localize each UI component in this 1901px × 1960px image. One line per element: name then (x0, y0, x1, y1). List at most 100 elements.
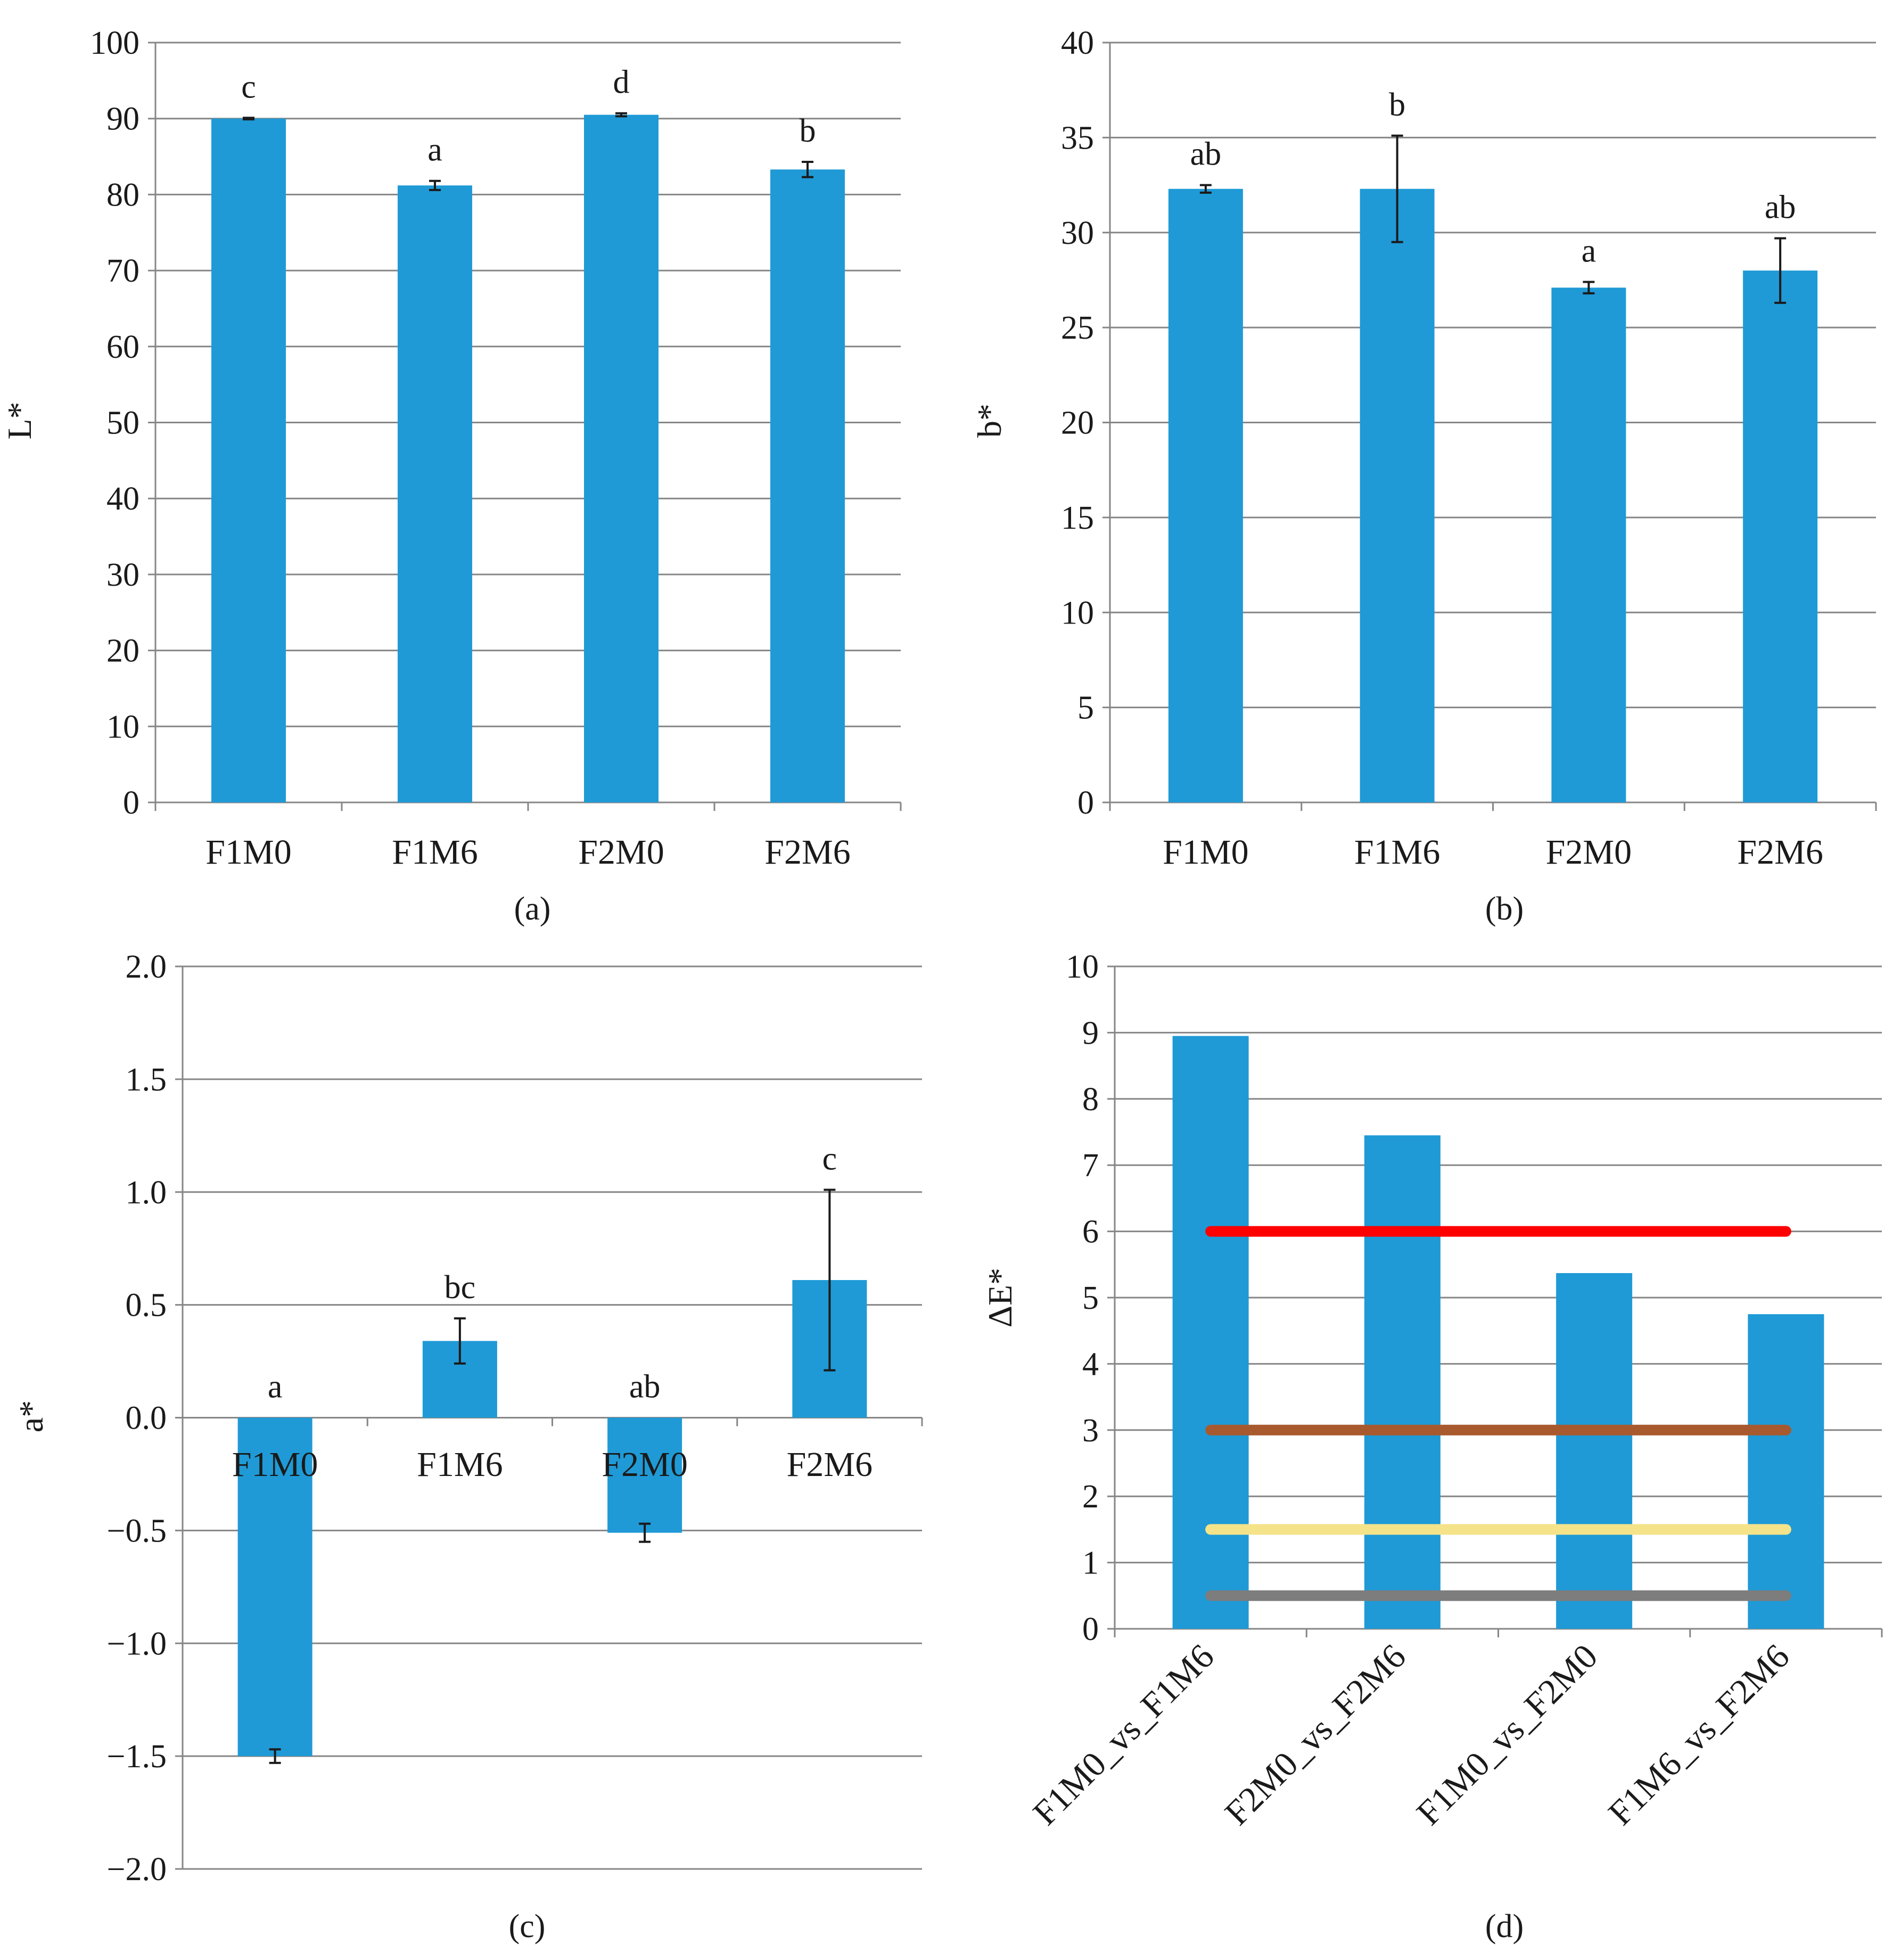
panel-a-ytick-label: 80 (106, 177, 139, 213)
panel-d-bar (1364, 1135, 1441, 1629)
panel-c-ytick-label: −1.0 (107, 1626, 167, 1662)
panel-a-error-bar (802, 161, 813, 178)
panel-b-ytick-label: 35 (1061, 120, 1094, 156)
panel-d-y-axis-title: ΔE* (981, 1268, 1019, 1327)
panel-d-bar (1172, 1036, 1249, 1629)
panel-d-category-label: F1M0_vs_F2M0 (1409, 1637, 1605, 1833)
panel-b-bar (1743, 270, 1818, 803)
panel-c-error-bar (639, 1522, 651, 1543)
panel-c-ytick-label: 2.0 (126, 949, 167, 985)
panel-d-label: (d) (1485, 1908, 1524, 1945)
panel-a-significance-letter: d (613, 64, 630, 101)
panel-a-label: (a) (514, 891, 551, 927)
panel-b-bar (1551, 288, 1626, 802)
panel-a-significance-letter: c (241, 69, 256, 105)
panel-b-significance-letter: a (1582, 233, 1596, 269)
panel-a-bar (584, 114, 659, 803)
panel-b-bar (1360, 188, 1435, 802)
panel-b-error-bar (1583, 281, 1595, 294)
panel-b-error-bar (1391, 134, 1403, 243)
panel-c-ytick-label: 1.5 (126, 1062, 167, 1098)
panel-c-significance-letter: a (268, 1369, 283, 1405)
panel-a-bar (211, 118, 286, 803)
panel-a-ytick-label: 10 (106, 709, 139, 745)
panel-c-ytick-label: −2.0 (107, 1851, 167, 1888)
panel-c-ytick-label: 1.0 (126, 1175, 167, 1211)
panel-a-category-label: F2M6 (764, 833, 850, 872)
panel-a-ytick-label: 40 (106, 481, 139, 517)
panel-a-ytick-label: 100 (90, 25, 139, 61)
panel-c-significance-letter: ab (629, 1369, 661, 1405)
panel-a-bar (770, 169, 845, 803)
panel-b-bar (1168, 188, 1243, 802)
panel-b-ytick-label: 10 (1061, 595, 1094, 631)
panel-c-label: (c) (509, 1908, 546, 1945)
panel-b-label: (b) (1485, 891, 1524, 927)
panel-a-ytick-label: 90 (106, 101, 139, 137)
panel-a-category-label: F1M0 (205, 833, 291, 872)
panel-d-category-label: F1M6_vs_F2M6 (1601, 1637, 1797, 1833)
panel-d-ytick-label: 0 (1082, 1611, 1099, 1647)
panel-b-category-label: F1M6 (1354, 833, 1440, 872)
panel-c-error-bar (269, 1748, 281, 1764)
panel-a-ytick-label: 60 (106, 329, 139, 365)
panel-d-ytick-label: 8 (1082, 1081, 1099, 1118)
panel-a-ytick-label: 50 (106, 405, 139, 441)
panel-b-error-bar (1774, 237, 1787, 304)
panel-a-category-label: F2M0 (578, 833, 664, 872)
panel-c-ytick-label: 0.5 (126, 1287, 167, 1324)
panel-b-significance-letter: ab (1190, 136, 1222, 173)
panel-c-bar (607, 1417, 682, 1533)
panel-c-ytick-label: 0.0 (126, 1400, 167, 1437)
panel-a-error-bar (615, 112, 627, 118)
panel-b-ytick-label: 25 (1061, 310, 1094, 346)
panel-d-ytick-label: 10 (1066, 949, 1099, 985)
panel-d-ytick-label: 1 (1082, 1545, 1099, 1581)
panel-c-error-bar (454, 1317, 466, 1365)
panel-b-significance-letter: b (1389, 87, 1405, 123)
panel-d-ytick-label: 3 (1082, 1413, 1099, 1449)
panel-a-significance-letter: b (800, 113, 816, 149)
panel-a-error-bar (243, 117, 254, 121)
panel-b-category-label: F1M0 (1163, 833, 1248, 872)
panel-c-category-label: F1M6 (417, 1445, 503, 1484)
panel-c-ytick-label: −1.5 (107, 1738, 167, 1775)
panel-b-ytick-label: 20 (1061, 405, 1094, 441)
panel-b-ytick-label: 30 (1061, 215, 1094, 251)
panel-c-error-bar (824, 1188, 836, 1372)
panel-b-ytick-label: 40 (1061, 25, 1094, 61)
panel-a-significance-letter: a (427, 132, 442, 168)
panel-a-ytick-label: 0 (123, 785, 139, 821)
panel-a-category-label: F1M6 (392, 833, 478, 872)
panel-a-y-axis-title: L* (1, 401, 38, 439)
panel-d-ytick-label: 4 (1082, 1346, 1099, 1382)
panel-b-ytick-label: 0 (1077, 785, 1094, 821)
panel-d-bar (1556, 1273, 1633, 1629)
panel-c-y-axis-title: a* (12, 1400, 50, 1432)
panel-b-ytick-label: 15 (1061, 500, 1094, 536)
panel-b-error-bar (1199, 184, 1212, 194)
panel-d-ytick-label: 7 (1082, 1147, 1099, 1184)
panel-b-y-axis-title: b* (970, 404, 1008, 438)
panel-d-ytick-label: 5 (1082, 1280, 1099, 1316)
panel-c-significance-letter: bc (445, 1269, 476, 1306)
panel-b-category-label: F2M6 (1737, 833, 1823, 872)
panel-c-category-label: F2M0 (602, 1445, 687, 1484)
panel-c-ytick-label: −0.5 (107, 1513, 167, 1549)
panel-d-category-label: F2M0_vs_F2M6 (1217, 1637, 1413, 1833)
panel-d-category-label: F1M0_vs_F1M6 (1026, 1637, 1222, 1833)
panel-d-ytick-label: 9 (1082, 1015, 1099, 1051)
panel-c-bar (237, 1417, 312, 1757)
panel-c-category-label: F1M0 (232, 1445, 318, 1484)
panel-b-category-label: F2M0 (1546, 833, 1632, 872)
panel-c-significance-letter: c (822, 1141, 837, 1177)
panel-d-bar (1748, 1314, 1824, 1629)
panel-d-ytick-label: 2 (1082, 1479, 1099, 1515)
panel-b-ytick-label: 5 (1077, 690, 1094, 726)
panel-a-ytick-label: 70 (106, 253, 139, 289)
panel-a-ytick-label: 30 (106, 557, 139, 593)
panel-a-error-bar (429, 179, 441, 191)
panel-a-ytick-label: 20 (106, 633, 139, 669)
panel-c-category-label: F2M6 (787, 1445, 873, 1484)
